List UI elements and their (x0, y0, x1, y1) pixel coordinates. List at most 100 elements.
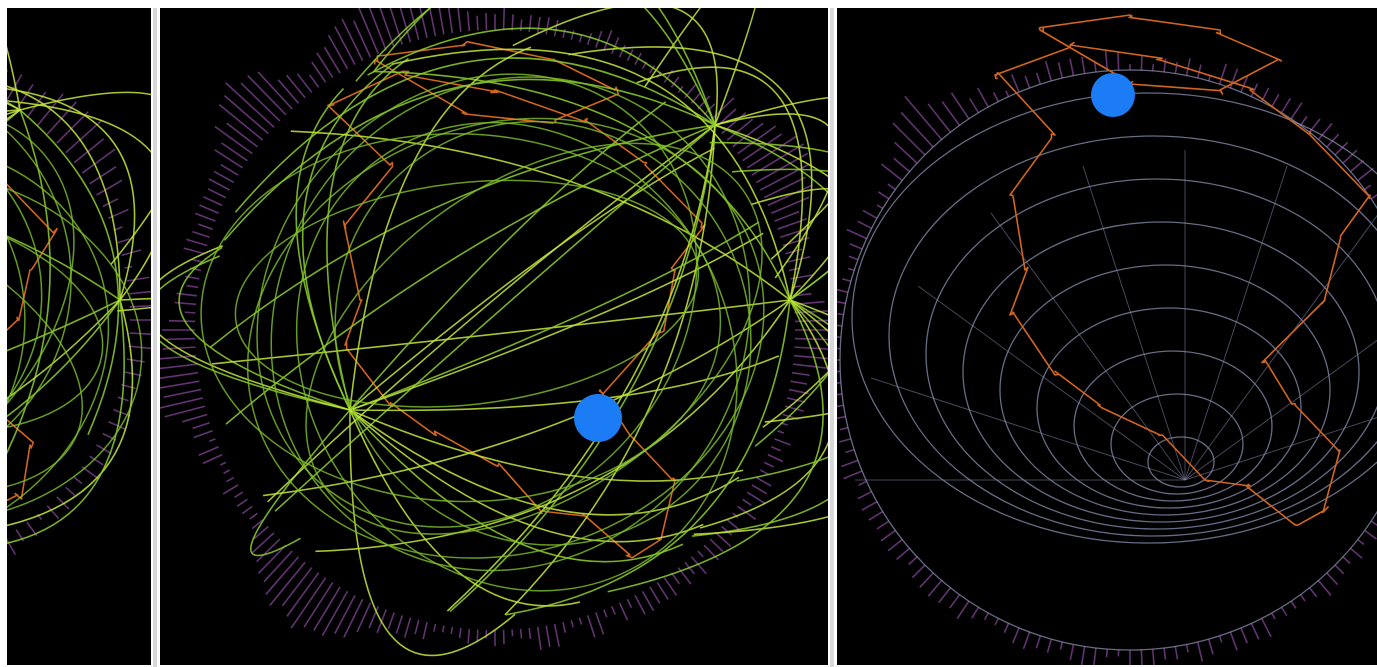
spike (129, 304, 151, 308)
spike (1104, 50, 1109, 71)
spike (251, 532, 275, 554)
spike (198, 223, 213, 230)
spike (709, 538, 724, 553)
coastline (373, 40, 620, 124)
spike (861, 501, 878, 511)
orbit-ring (7, 106, 75, 532)
spike (1349, 547, 1363, 559)
flight-arc (504, 124, 716, 616)
spike (528, 627, 532, 640)
spike (467, 628, 471, 644)
flight-arc (234, 57, 716, 213)
flight-arc (709, 141, 828, 301)
spike (626, 598, 633, 609)
orbit-ring (7, 168, 143, 524)
spike (1196, 641, 1204, 662)
spike (241, 505, 253, 515)
spike (536, 626, 542, 651)
spike (857, 490, 872, 500)
spike (904, 95, 943, 141)
flight-arc (349, 409, 684, 563)
spike (1163, 647, 1167, 660)
spike (845, 448, 855, 454)
spike (880, 163, 903, 182)
grid-ring (1036, 307, 1302, 509)
spike (837, 415, 846, 420)
flight-arc (301, 63, 394, 411)
spike (839, 437, 852, 443)
spike (841, 459, 859, 468)
flight-arc (512, 8, 719, 126)
spike (794, 346, 828, 350)
spike (192, 230, 210, 239)
spike (1342, 149, 1358, 164)
orbit-ring (7, 201, 104, 435)
spike (214, 125, 253, 155)
spike (1218, 635, 1223, 643)
spike (837, 404, 844, 408)
orbit-ring (270, 76, 751, 572)
spike (1299, 594, 1306, 602)
spike (102, 432, 117, 441)
grid-ring (1110, 393, 1244, 495)
panel-left (7, 8, 151, 665)
spike (911, 564, 926, 579)
spike (321, 590, 349, 637)
spike (618, 602, 629, 621)
spike (1174, 61, 1178, 74)
grid-meridian (1082, 165, 1186, 481)
spike (174, 301, 197, 306)
flight-arc (714, 124, 828, 447)
spike (218, 103, 264, 141)
spike (323, 46, 341, 74)
spike (353, 20, 372, 58)
spike (286, 572, 320, 617)
spike (223, 469, 231, 474)
spike (358, 8, 379, 54)
spike (595, 612, 605, 635)
spike (976, 87, 989, 108)
spike (759, 469, 770, 476)
spike (876, 520, 890, 530)
spike (941, 101, 961, 126)
spike (192, 258, 203, 263)
spike (96, 179, 123, 196)
spike (755, 152, 809, 184)
spike (726, 118, 754, 141)
spike (774, 210, 800, 222)
flight-arc (349, 46, 532, 411)
spike (168, 319, 196, 323)
spike (848, 255, 859, 261)
flight-arc (714, 124, 828, 428)
spike (281, 567, 313, 607)
spike (379, 8, 395, 48)
spike (108, 420, 126, 430)
spike (1240, 74, 1249, 93)
spike (790, 380, 808, 385)
spike (788, 267, 801, 272)
spike (763, 176, 806, 199)
flight-arc (714, 97, 828, 260)
spike (908, 556, 918, 566)
grid-ring (1073, 350, 1273, 502)
spike (1185, 644, 1189, 653)
spike (892, 122, 926, 156)
spike (1140, 55, 1143, 71)
spike (65, 119, 103, 154)
spike (570, 30, 575, 41)
spike (578, 617, 583, 625)
spike (257, 71, 293, 110)
spike (1271, 612, 1276, 620)
panel-middle (160, 8, 828, 665)
flight-arc (7, 85, 121, 301)
spike (670, 76, 680, 88)
spike (450, 626, 454, 634)
spike (296, 73, 313, 93)
spike (1218, 63, 1227, 85)
spike (586, 33, 593, 45)
spike (1022, 631, 1031, 650)
spike (126, 276, 150, 282)
spike (553, 623, 560, 647)
spike (732, 512, 739, 519)
spike (213, 170, 235, 184)
